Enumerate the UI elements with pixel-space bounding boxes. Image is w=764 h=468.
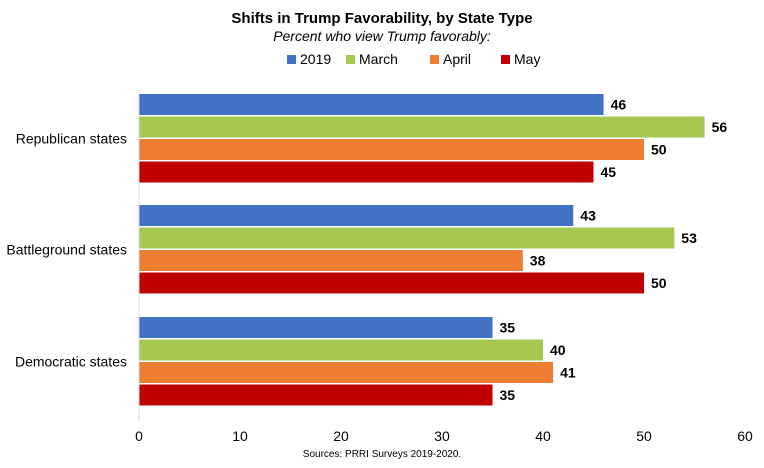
bar-battleground-states-march xyxy=(139,227,675,249)
x-axis: 0 10 20 30 40 50 60 xyxy=(135,428,753,444)
bar-republican-states-may xyxy=(139,161,594,183)
category-label-battleground-states: Battleground states xyxy=(6,241,127,257)
data-label-democratic-states-april: 41 xyxy=(560,365,576,381)
category-label-democratic-states: Democratic states xyxy=(15,353,127,369)
chart-source: Sources: PRRI Surveys 2019-2020. xyxy=(303,449,461,460)
bar-republican-states-march xyxy=(139,116,705,138)
legend-label-may: May xyxy=(514,51,540,67)
chart-title: Shifts in Trump Favorability, by State T… xyxy=(231,10,532,27)
data-label-democratic-states-march: 40 xyxy=(550,342,566,358)
plot-area: Republican states 46 56 50 45 Battleground st… xyxy=(6,90,727,422)
legend-label-march: March xyxy=(359,51,398,67)
category-label-republican-states: Republican states xyxy=(16,130,127,146)
bar-democratic-states-march xyxy=(139,339,543,361)
bar-battleground-states-april xyxy=(139,250,523,271)
x-tick-label-10: 10 xyxy=(232,428,248,444)
data-label-democratic-states-may: 35 xyxy=(500,387,516,403)
x-tick-label-50: 50 xyxy=(636,428,652,444)
legend-swatch-march xyxy=(346,55,355,64)
legend-swatch-april xyxy=(430,55,439,64)
data-label-battleground-states-april: 38 xyxy=(530,253,546,269)
chart-subtitle: Percent who view Trump favorably: xyxy=(273,28,491,44)
x-tick-label-20: 20 xyxy=(333,428,349,444)
bar-democratic-states-2019 xyxy=(139,317,493,338)
legend-swatch-may xyxy=(501,55,510,64)
x-tick-label-60: 60 xyxy=(737,428,753,444)
chart-legend: 2019 March April May xyxy=(287,51,540,67)
bar-democratic-states-may xyxy=(139,384,493,406)
bar-battleground-states-2019 xyxy=(139,205,574,226)
data-label-republican-states-april: 50 xyxy=(651,142,667,158)
data-label-battleground-states-may: 50 xyxy=(651,275,667,291)
data-label-republican-states-march: 56 xyxy=(712,119,728,135)
bar-democratic-states-april xyxy=(139,362,554,383)
data-label-republican-states-2019: 46 xyxy=(611,97,627,113)
data-label-democratic-states-2019: 35 xyxy=(500,320,516,336)
bar-battleground-states-may xyxy=(139,272,644,294)
legend-label-2019: 2019 xyxy=(300,51,331,67)
legend-swatch-2019 xyxy=(287,55,296,64)
x-tick-label-40: 40 xyxy=(535,428,551,444)
data-label-battleground-states-2019: 43 xyxy=(580,208,596,224)
bar-republican-states-april xyxy=(139,139,644,160)
data-label-battleground-states-march: 53 xyxy=(681,230,697,246)
bar-republican-states-2019 xyxy=(139,94,604,115)
x-tick-label-0: 0 xyxy=(135,428,143,444)
x-tick-label-30: 30 xyxy=(434,428,450,444)
data-label-republican-states-may: 45 xyxy=(601,164,617,180)
legend-label-april: April xyxy=(443,51,471,67)
